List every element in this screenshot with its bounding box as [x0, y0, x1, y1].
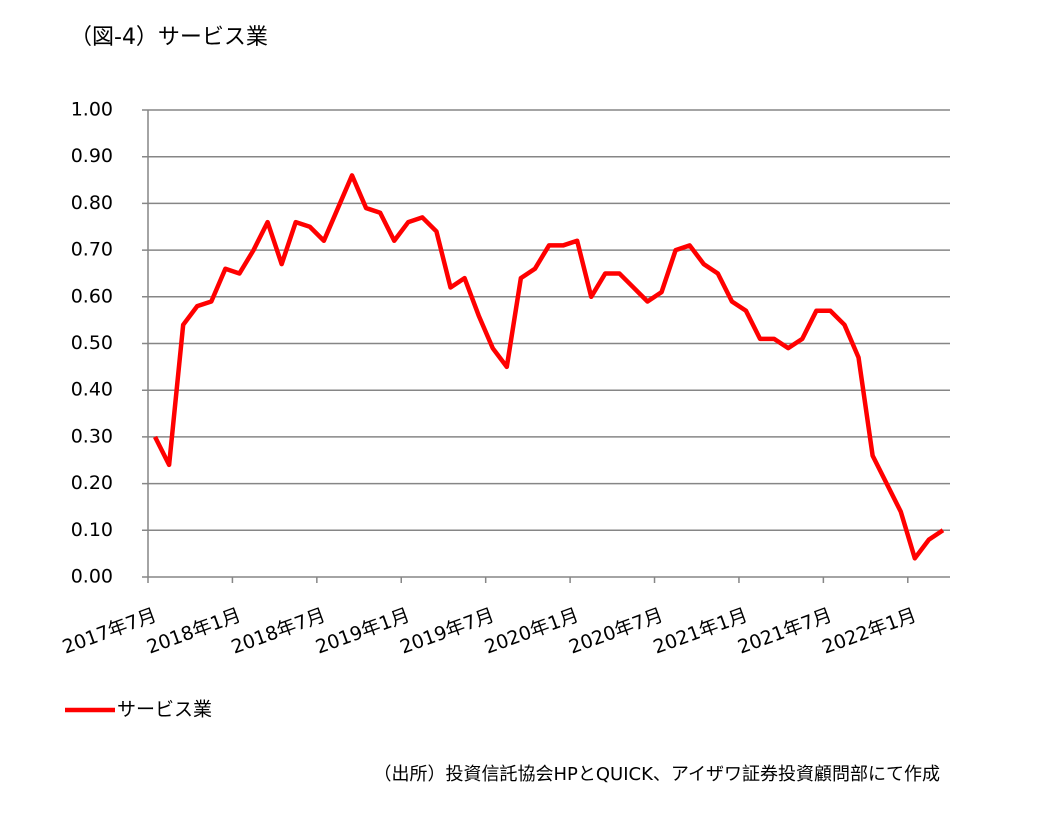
x-tick-label: 2018年7月 — [228, 604, 328, 658]
y-tick-label: 0.30 — [71, 425, 113, 447]
y-tick-label: 0.70 — [71, 239, 113, 261]
y-tick-label: 0.90 — [71, 145, 113, 167]
y-tick-label: 0.80 — [71, 192, 113, 214]
x-tick-label: 2019年1月 — [313, 604, 413, 658]
legend-label: サービス業 — [117, 699, 212, 721]
x-tick-label: 2020年7月 — [566, 604, 666, 658]
chart-title: （図-4）サービス業 — [70, 25, 268, 50]
x-tick-label: 2021年1月 — [650, 604, 750, 658]
y-tick-label: 0.60 — [71, 285, 113, 307]
y-tick-label: 0.00 — [71, 566, 113, 588]
y-tick-label: 0.40 — [71, 379, 113, 401]
y-tick-label: 0.20 — [71, 472, 113, 494]
y-tick-label: 1.00 — [71, 99, 113, 121]
x-tick-label: 2021年7月 — [735, 604, 835, 658]
x-tick-label: 2018年1月 — [144, 604, 244, 658]
x-tick-label: 2022年1月 — [819, 604, 919, 658]
line-series — [153, 173, 945, 561]
x-tick-label: 2017年7月 — [60, 604, 160, 658]
y-tick-label: 0.50 — [71, 332, 113, 354]
x-tick-label: 2020年1月 — [482, 604, 582, 658]
x-tick-label: 2019年7月 — [397, 604, 497, 658]
y-tick-label: 0.10 — [71, 519, 113, 541]
source-note: （出所）投資信託協会HPとQUICK、アイザワ証券投資顧問部にて作成 — [373, 764, 940, 785]
